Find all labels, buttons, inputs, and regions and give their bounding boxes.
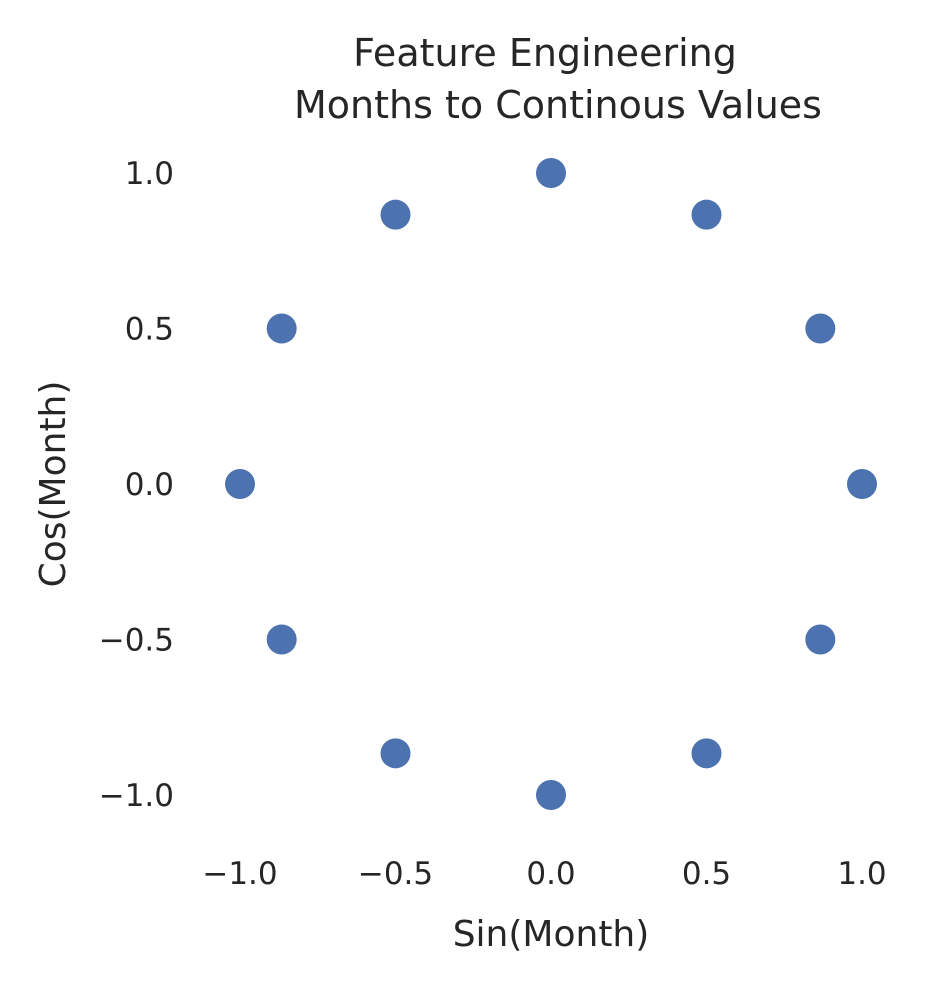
x-tick-labels: −1.0 −0.5 0.0 0.5 1.0 [202, 856, 886, 892]
x-tick-label: −0.5 [358, 856, 433, 892]
data-point [380, 738, 411, 769]
y-tick-label: 0.0 [125, 467, 174, 503]
data-point [380, 199, 411, 230]
x-tick-label: 0.5 [682, 856, 731, 892]
x-tick-label: −1.0 [202, 856, 277, 892]
data-point [536, 158, 566, 188]
data-point [691, 199, 722, 230]
data-point [691, 738, 722, 769]
x-tick-label: 0.0 [526, 856, 575, 892]
data-point [536, 780, 566, 810]
y-tick-labels: 1.0 0.5 0.0 −0.5 −1.0 [99, 156, 174, 814]
x-tick-label: 1.0 [837, 856, 886, 892]
data-point [225, 469, 255, 499]
data-point [266, 313, 297, 344]
data-point [847, 469, 877, 499]
chart-title-line-2: Months to Continous Values [294, 83, 822, 127]
data-point [805, 624, 836, 655]
chart-title: Feature Engineering Months to Continous … [294, 31, 822, 127]
y-tick-label: −0.5 [99, 623, 174, 659]
x-axis-label: Sin(Month) [453, 914, 650, 955]
y-tick-label: 1.0 [125, 156, 174, 192]
y-tick-label: −1.0 [99, 778, 174, 814]
data-point [805, 313, 836, 344]
chart-title-line-1: Feature Engineering [353, 31, 737, 75]
y-axis-label: Cos(Month) [33, 381, 74, 588]
data-point [266, 624, 297, 655]
data-points [225, 158, 877, 810]
y-tick-label: 0.5 [125, 312, 174, 348]
